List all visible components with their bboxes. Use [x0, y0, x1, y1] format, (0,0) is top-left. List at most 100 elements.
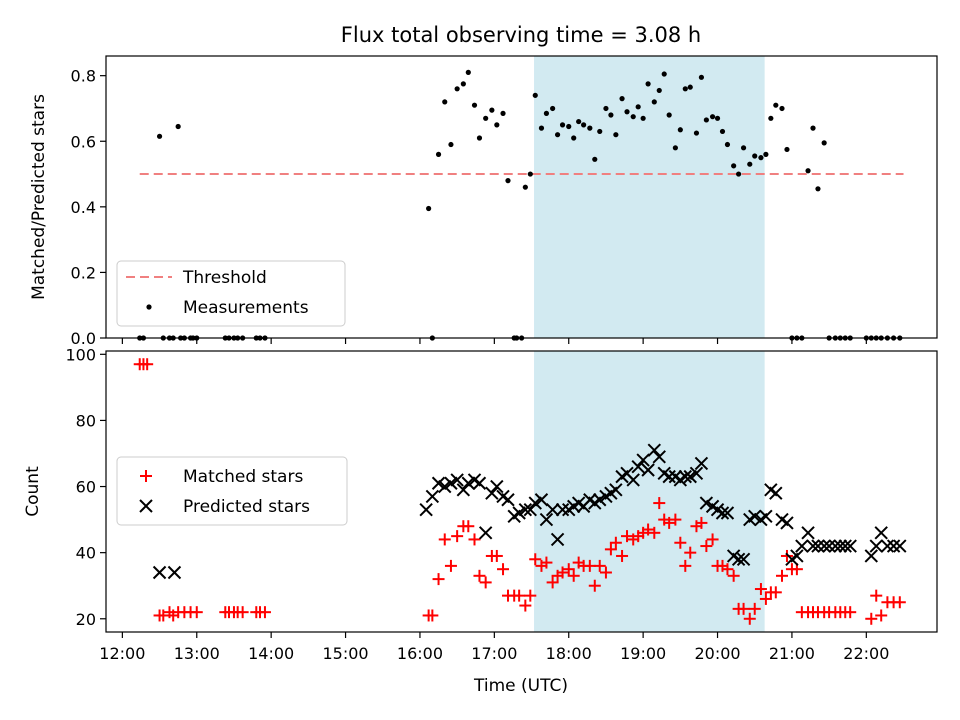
measurement-point	[698, 74, 705, 80]
bottom-panel: 20 40 60 80 100 12:00 13:00 14:00 15:00 16:00 17:0…	[23, 345, 938, 696]
measurement-point	[666, 112, 672, 118]
bottom-x-tick-label: 16:00	[397, 644, 443, 663]
matched-star-point	[721, 563, 734, 576]
measurement-point	[597, 128, 603, 135]
measurement-point	[724, 141, 731, 148]
matched-star-point	[599, 566, 612, 579]
measurement-point	[768, 115, 774, 121]
measurement-point	[815, 186, 821, 192]
measurement-point	[571, 135, 577, 141]
predicted-star-point	[689, 466, 704, 481]
matched-star-point	[674, 536, 687, 549]
measurement-point	[677, 127, 683, 133]
predicted-star-point	[450, 473, 464, 487]
predicted-star-point	[485, 486, 499, 500]
predicted-star-point	[869, 539, 883, 553]
matched-star-point	[546, 576, 559, 589]
matched-star-point	[236, 606, 249, 619]
top-y-tick-label: 0.4	[71, 198, 96, 217]
measurement-point	[592, 156, 598, 162]
x-axis-label: Time (UTC)	[473, 676, 568, 696]
predicted-star-point	[472, 476, 487, 490]
predicted-star-point	[811, 539, 825, 553]
measurement-point	[747, 161, 753, 167]
top-panel: 0.00.20.40.60.8 Matched/Predicted stars …	[29, 55, 938, 348]
measurement-point	[805, 168, 811, 174]
measurement-point	[454, 86, 460, 92]
measurement-point	[483, 115, 489, 121]
measurement-point	[587, 125, 593, 131]
predicted-star-point	[801, 526, 815, 540]
predicted-star-point	[626, 473, 640, 487]
predicted-star-point	[419, 502, 433, 517]
bottom-y-tick-label: 60	[76, 478, 96, 497]
bottom-x-tick-label: 19:00	[620, 644, 666, 663]
measurement-point	[532, 92, 538, 98]
top-y-tick-label: 0.0	[71, 329, 96, 348]
predicted-star-point	[880, 539, 895, 553]
measurement-point	[489, 107, 495, 113]
matched-star-point	[748, 602, 761, 615]
predicted-star-point	[694, 456, 709, 471]
bottom-x-tick-label: 22:00	[843, 644, 889, 663]
predicted-star-point	[720, 506, 735, 520]
matched-star-point	[865, 612, 878, 625]
predicted-star-point	[444, 476, 458, 490]
legend-measurements-label: Measurements	[183, 298, 309, 318]
measurement-point	[687, 84, 693, 90]
matched-star-point	[727, 569, 740, 582]
matched-star-point	[653, 497, 666, 510]
measurement-point	[651, 99, 657, 105]
matched-star-point	[604, 543, 617, 556]
predicted-star-point	[759, 509, 773, 524]
top-y-axis-label: Matched/Predicted stars	[29, 94, 49, 300]
predicted-star-point	[512, 506, 526, 520]
predicted-star-point	[795, 539, 809, 553]
measurement-point	[635, 104, 641, 110]
predicted-star-point	[438, 479, 452, 494]
measurement-point	[763, 151, 769, 157]
matched-star-point	[141, 358, 154, 371]
predicted-star-point	[431, 476, 446, 490]
measurement-point	[465, 69, 471, 75]
matched-star-point	[737, 602, 750, 615]
predicted-star-point	[641, 463, 655, 477]
matched-star-point	[562, 563, 575, 576]
predicted-star-point	[822, 539, 836, 553]
matched-star-point	[519, 599, 532, 612]
matched-star-point	[679, 559, 692, 572]
matched-star-point	[490, 549, 503, 562]
predicted-star-point	[631, 459, 645, 474]
measurement-point	[709, 114, 716, 120]
measurement-point	[810, 125, 816, 131]
matched-star-point	[426, 609, 439, 622]
bottom-plot-frame	[105, 350, 938, 633]
measurement-point	[773, 102, 779, 108]
measurement-point	[505, 178, 511, 184]
predicted-star-point	[769, 486, 783, 500]
measurement-point	[527, 171, 533, 177]
measurements-series	[137, 69, 903, 341]
bottom-legend: Matched stars Predicted stars	[116, 456, 348, 526]
matched-star-point	[844, 606, 857, 619]
predicted-star-point	[478, 526, 493, 540]
measurement-point	[740, 145, 747, 151]
measurement-point	[471, 102, 478, 108]
bottom-observing-window-shade	[534, 351, 765, 632]
measurement-point	[538, 125, 545, 131]
measurement-point	[624, 109, 630, 115]
matched-star-point	[451, 530, 464, 543]
top-legend: Threshold Measurements	[116, 260, 346, 327]
predicted-star-point	[636, 453, 650, 467]
measurement-point	[630, 114, 636, 120]
measurement-point	[566, 123, 572, 130]
matched-star-point	[684, 546, 697, 559]
bottom-x-tick-label: 21:00	[769, 644, 815, 663]
top-y-tick-label: 0.8	[71, 67, 96, 86]
measurement-point	[576, 118, 582, 125]
predicted-star-point	[790, 549, 804, 563]
matched-star-point	[663, 516, 676, 529]
measurement-point	[476, 135, 483, 141]
predicted-star-point	[609, 483, 623, 497]
predicted-star-point	[662, 469, 676, 484]
